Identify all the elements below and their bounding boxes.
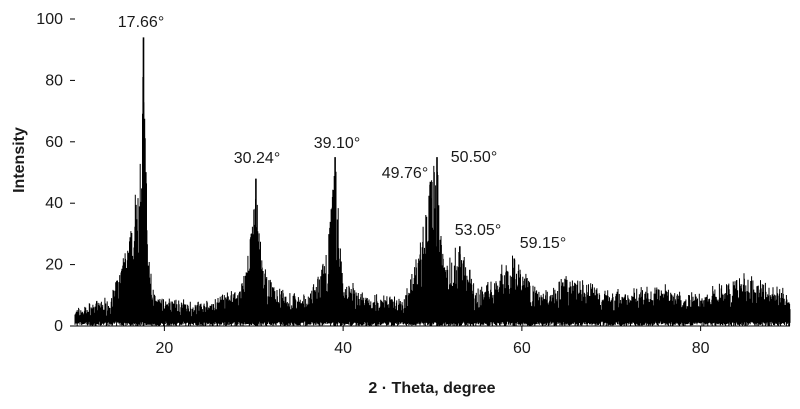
y-tick-label: 100 — [36, 11, 63, 28]
x-axis-title: 2 · Theta, degree — [368, 380, 495, 397]
x-tick-label: 60 — [513, 340, 531, 357]
diffraction-trace — [74, 39, 791, 326]
y-tick-label: 0 — [54, 318, 63, 335]
peak-label: 17.66° — [118, 14, 164, 31]
peak-label: 50.50° — [451, 149, 497, 166]
x-tick-label: 40 — [334, 340, 352, 357]
peak-maxima — [142, 37, 516, 326]
peak-label: 30.24° — [234, 150, 280, 167]
peak-label: 39.10° — [314, 135, 360, 152]
peak-label: 49.76° — [382, 165, 428, 182]
peak-labels: 17.66° 30.24° 39.10° 49.76° 50.50° 53.05° 59.1… — [118, 14, 566, 252]
plot-area — [74, 37, 791, 326]
x-tick-label: 20 — [155, 340, 173, 357]
y-tick-label: 80 — [45, 72, 63, 89]
peak-label: 59.15° — [520, 235, 566, 252]
x-tick-label: 80 — [692, 340, 710, 357]
y-tick-label: 60 — [45, 134, 63, 151]
x-ticks: 20 40 60 80 — [155, 326, 710, 357]
y-tick-label: 40 — [45, 195, 63, 212]
y-ticks: 0 20 40 60 80 100 — [36, 11, 75, 335]
peak-label: 53.05° — [455, 222, 501, 239]
y-tick-label: 20 — [45, 257, 63, 274]
y-axis-title: Intensity — [11, 127, 28, 193]
